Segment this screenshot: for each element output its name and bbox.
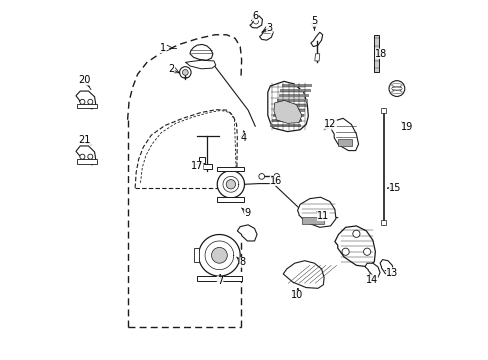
Text: 13: 13 (386, 267, 398, 278)
Text: 15: 15 (388, 183, 401, 193)
Polygon shape (364, 263, 379, 278)
Polygon shape (259, 28, 273, 40)
Polygon shape (310, 32, 322, 46)
Polygon shape (273, 100, 301, 123)
Polygon shape (217, 171, 244, 198)
Polygon shape (197, 276, 241, 281)
Text: 21: 21 (79, 135, 91, 145)
Polygon shape (373, 35, 378, 72)
Polygon shape (280, 89, 310, 93)
Circle shape (363, 248, 370, 255)
Circle shape (179, 67, 191, 78)
Polygon shape (249, 16, 262, 28)
Text: 6: 6 (252, 11, 258, 21)
Polygon shape (379, 260, 393, 276)
Polygon shape (297, 197, 335, 227)
Text: 12: 12 (324, 120, 336, 129)
Text: 18: 18 (375, 49, 387, 59)
Ellipse shape (391, 87, 402, 90)
Ellipse shape (391, 91, 402, 94)
Circle shape (258, 174, 264, 179)
Circle shape (253, 19, 258, 24)
Polygon shape (198, 157, 204, 163)
Polygon shape (77, 159, 97, 164)
Polygon shape (314, 54, 319, 61)
Ellipse shape (391, 84, 402, 86)
Text: 8: 8 (239, 257, 245, 267)
Text: 14: 14 (365, 275, 377, 285)
Polygon shape (330, 118, 358, 150)
Text: 4: 4 (240, 133, 246, 143)
Polygon shape (381, 108, 385, 113)
Text: 9: 9 (244, 208, 250, 218)
Text: 19: 19 (400, 122, 412, 132)
Polygon shape (281, 84, 312, 87)
Circle shape (211, 247, 227, 263)
Text: 17: 17 (191, 161, 203, 171)
Circle shape (182, 69, 188, 75)
Polygon shape (283, 261, 324, 288)
Polygon shape (277, 99, 307, 102)
Polygon shape (338, 139, 351, 146)
Polygon shape (271, 119, 302, 122)
Polygon shape (76, 91, 96, 109)
Circle shape (352, 230, 359, 237)
Polygon shape (190, 44, 212, 60)
Circle shape (341, 248, 348, 255)
Polygon shape (217, 197, 244, 202)
Polygon shape (237, 225, 257, 241)
Text: 5: 5 (311, 17, 317, 27)
Polygon shape (203, 164, 211, 169)
Polygon shape (270, 124, 300, 127)
Circle shape (80, 99, 85, 104)
Circle shape (88, 99, 93, 104)
Text: 11: 11 (317, 211, 329, 221)
Circle shape (80, 154, 85, 159)
Polygon shape (194, 248, 198, 262)
Text: 7: 7 (217, 276, 223, 286)
Text: 10: 10 (291, 291, 303, 301)
Text: 2: 2 (167, 64, 174, 74)
Polygon shape (276, 104, 306, 107)
Text: 20: 20 (79, 75, 91, 85)
Circle shape (226, 180, 235, 189)
Polygon shape (198, 234, 240, 276)
Polygon shape (273, 114, 303, 117)
Polygon shape (185, 60, 215, 69)
Polygon shape (267, 81, 308, 132)
Text: 3: 3 (266, 23, 272, 33)
Polygon shape (334, 226, 375, 267)
Polygon shape (381, 220, 385, 225)
Text: 16: 16 (269, 176, 282, 186)
Polygon shape (77, 104, 97, 108)
Circle shape (392, 84, 400, 93)
Polygon shape (76, 146, 96, 165)
Polygon shape (217, 167, 244, 171)
Polygon shape (278, 94, 309, 97)
Circle shape (388, 81, 404, 96)
Polygon shape (274, 109, 305, 112)
Polygon shape (301, 217, 324, 224)
Circle shape (88, 154, 93, 159)
Circle shape (273, 174, 279, 179)
Text: 1: 1 (160, 43, 165, 53)
